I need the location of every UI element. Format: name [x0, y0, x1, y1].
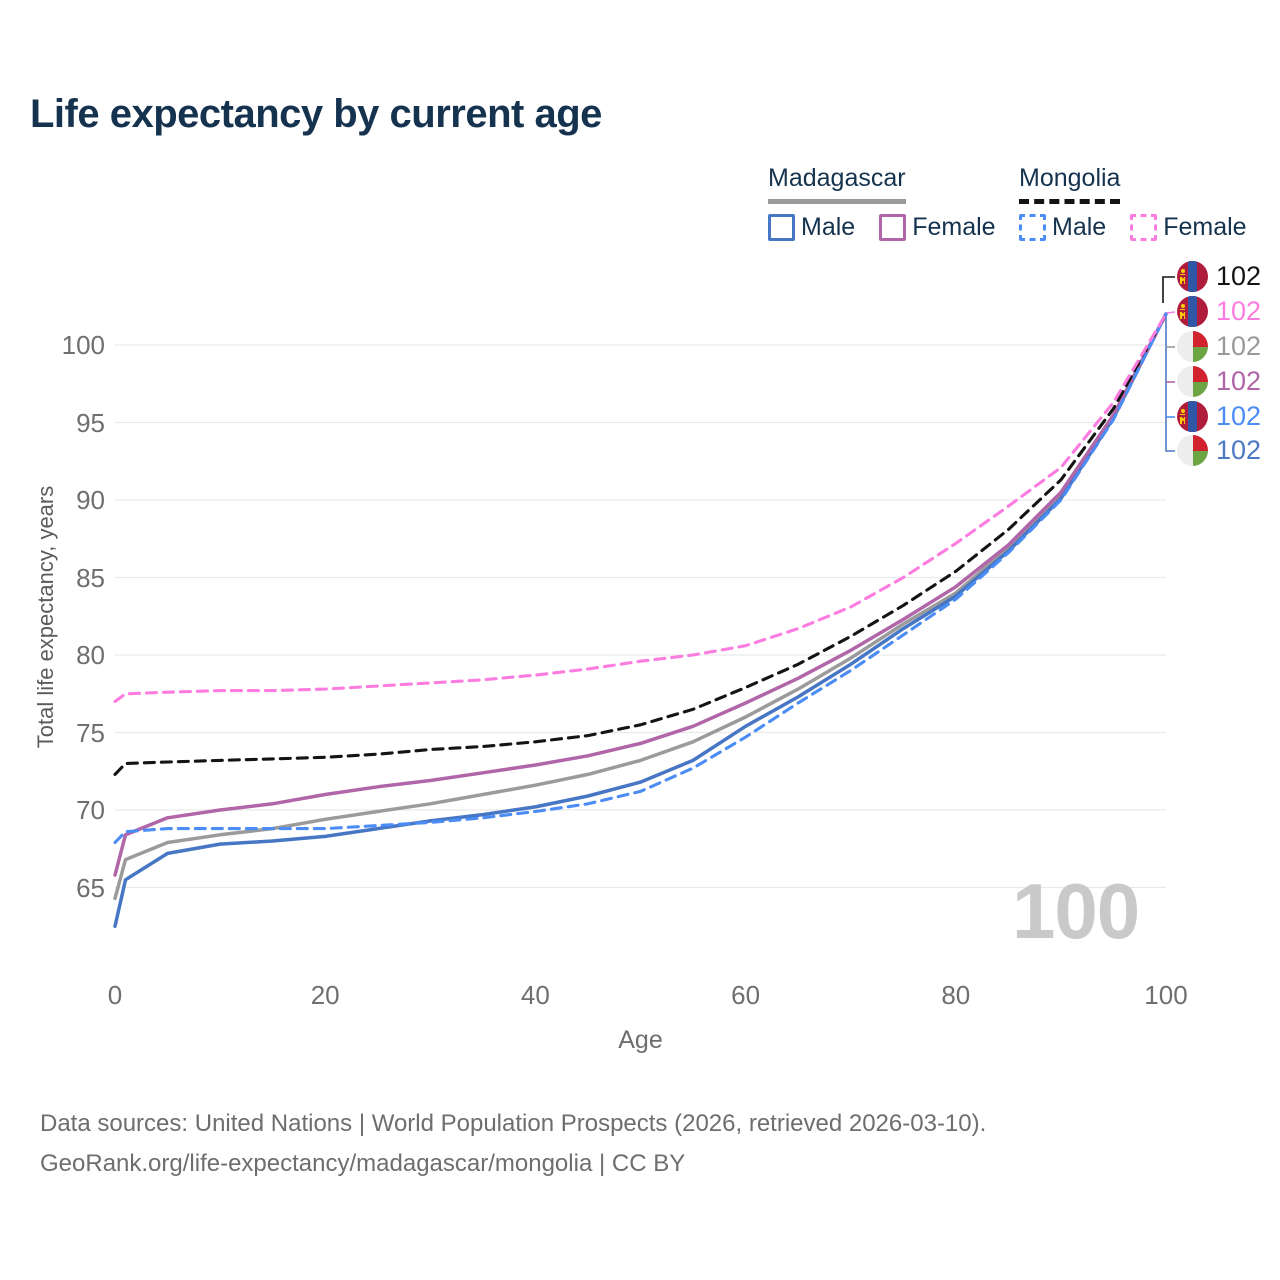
- x-tick-label-60: 60: [731, 980, 761, 1010]
- legend-items-row: Male Female: [768, 213, 996, 242]
- end-value-label: 102: [1216, 401, 1262, 431]
- y-tick-label-95: 95: [76, 407, 105, 438]
- series-end-label-0: 102: [1177, 261, 1261, 292]
- current-age-watermark: 100: [1012, 867, 1140, 955]
- y-tick-label-65: 65: [76, 872, 105, 903]
- end-value-label: 102: [1216, 296, 1262, 326]
- series-end-label-5: 102: [1177, 435, 1261, 466]
- x-tick-label-80: 80: [941, 980, 971, 1010]
- legend-item-label: Male: [1052, 213, 1107, 241]
- y-tick-label-70: 70: [76, 795, 105, 825]
- madagascar-flag-icon: [1177, 435, 1208, 466]
- x-tick-label-20: 20: [310, 980, 340, 1010]
- legend-toggle-madagascar-female[interactable]: Female: [879, 213, 996, 242]
- y-tick-label-80: 80: [76, 640, 105, 670]
- x-tick-label-40: 40: [520, 980, 550, 1010]
- series-end-label-4: 102: [1177, 401, 1261, 432]
- series-end-label-1: 102: [1177, 296, 1261, 327]
- legend-country-label: Mongolia: [1019, 164, 1121, 204]
- legend-toggle-mongolia-male[interactable]: Male: [1019, 213, 1106, 242]
- attribution-text: GeoRank.org/life-expectancy/madagascar/m…: [40, 1150, 686, 1177]
- page-title: Life expectancy by current age: [30, 92, 602, 136]
- series-end-label-2: 102: [1177, 331, 1261, 362]
- checkbox-icon[interactable]: [768, 214, 795, 241]
- leader-line-1: [1166, 311, 1176, 314]
- y-axis-title: Total life expectancy, years: [33, 485, 58, 749]
- x-tick-label-0: 0: [107, 980, 123, 1010]
- legend-items-row: Male Female: [1019, 213, 1247, 242]
- mongolia-flag-icon: [1177, 296, 1208, 327]
- mongolia-flag-icon: [1177, 401, 1208, 432]
- series-line-mongolia-both[interactable]: [113, 312, 1168, 776]
- series-line-madagascar-female[interactable]: [113, 312, 1168, 877]
- series-line-madagascar-male[interactable]: [113, 312, 1168, 929]
- line-chart: [113, 276, 1176, 929]
- x-tick-label-100: 100: [1144, 980, 1188, 1010]
- checkbox-icon[interactable]: [1130, 214, 1158, 241]
- legend-item-label: Female: [1163, 213, 1247, 241]
- end-value-label: 102: [1216, 261, 1262, 291]
- leader-line-0: [1162, 276, 1175, 303]
- mongolia-flag-icon: [1177, 261, 1208, 292]
- series-end-label-3: 102: [1177, 366, 1261, 397]
- y-tick-label-75: 75: [76, 717, 105, 748]
- series-line-mongolia-female[interactable]: [113, 312, 1168, 704]
- x-axis-title: Age: [618, 1026, 663, 1054]
- y-tick-label-100: 100: [61, 330, 105, 360]
- leader-line-2: [1165, 316, 1175, 452]
- legend-toggle-mongolia-female[interactable]: Female: [1130, 213, 1247, 242]
- madagascar-flag-icon: [1177, 331, 1208, 362]
- end-value-label: 102: [1216, 366, 1262, 396]
- legend-item-label: Male: [801, 213, 856, 241]
- series-line-mongolia-male[interactable]: [113, 312, 1168, 845]
- legend-group-mongolia: Mongolia Male Female: [1019, 164, 1247, 242]
- legend-toggle-madagascar-male[interactable]: Male: [768, 213, 855, 242]
- madagascar-flag-icon: [1177, 366, 1208, 397]
- data-sources-text: Data sources: United Nations | World Pop…: [40, 1110, 987, 1137]
- legend-item-label: Female: [912, 213, 996, 241]
- end-value-label: 102: [1216, 435, 1262, 465]
- y-tick-label-85: 85: [76, 562, 105, 593]
- legend-country-label: Madagascar: [768, 164, 906, 204]
- checkbox-icon[interactable]: [1019, 214, 1046, 241]
- series-line-madagascar-both[interactable]: [113, 312, 1168, 901]
- end-value-label: 102: [1216, 331, 1262, 361]
- checkbox-icon[interactable]: [879, 214, 907, 241]
- y-tick-label-90: 90: [76, 485, 105, 515]
- legend-group-madagascar: Madagascar Male Female: [768, 164, 996, 242]
